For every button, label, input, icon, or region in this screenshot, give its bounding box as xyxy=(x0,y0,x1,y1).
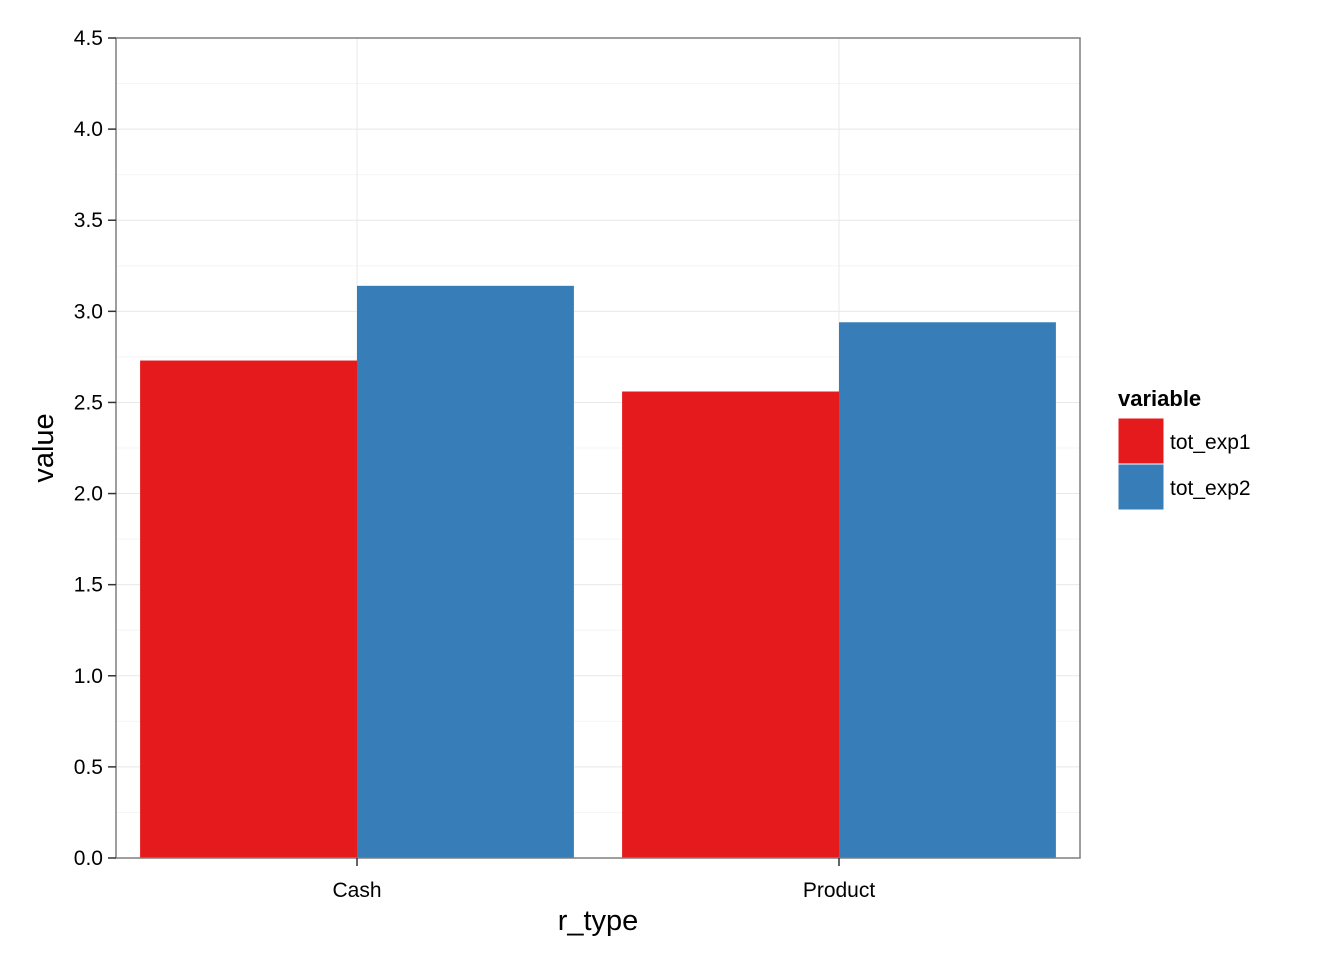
y-tick-label: 0.5 xyxy=(74,756,103,779)
bar-tot_exp2-product xyxy=(839,322,1056,858)
x-axis-title: r_type xyxy=(558,905,639,937)
bars xyxy=(140,285,1056,858)
bar-tot_exp1-cash xyxy=(140,360,357,858)
y-tick-label: 4.5 xyxy=(74,27,103,50)
legend-title: variable xyxy=(1118,386,1201,411)
x-tick-label: Product xyxy=(803,879,876,902)
legend-label-tot_exp2: tot_exp2 xyxy=(1170,477,1251,500)
y-tick-label: 4.0 xyxy=(74,118,103,141)
axes: 0.0 0.5 1.0 1.5 2.0 2.5 3.0 3.5 4.0 4.5 Cash Produc… xyxy=(74,27,876,902)
y-tick-label: 3.5 xyxy=(74,209,103,232)
legend-key-tot_exp2 xyxy=(1117,463,1165,511)
bar-tot_exp2-cash xyxy=(357,285,574,858)
y-tick-label: 0.0 xyxy=(74,847,103,870)
legend: variable tot_exp1 tot_exp2 xyxy=(1117,386,1251,511)
x-tick-label: Cash xyxy=(332,879,381,902)
bar-tot_exp1-product xyxy=(622,391,839,858)
y-tick-label: 2.0 xyxy=(74,483,103,506)
y-tick-label: 2.5 xyxy=(74,391,103,414)
legend-items: tot_exp1 tot_exp2 xyxy=(1117,417,1251,511)
y-tick-label: 1.0 xyxy=(74,665,103,688)
legend-label-tot_exp1: tot_exp1 xyxy=(1170,431,1251,454)
legend-key-tot_exp1 xyxy=(1117,417,1165,465)
y-tick-label: 3.0 xyxy=(74,300,103,323)
plot-border xyxy=(115,37,1081,859)
y-axis-title: value xyxy=(28,413,60,482)
y-tick-label: 1.5 xyxy=(74,574,103,597)
